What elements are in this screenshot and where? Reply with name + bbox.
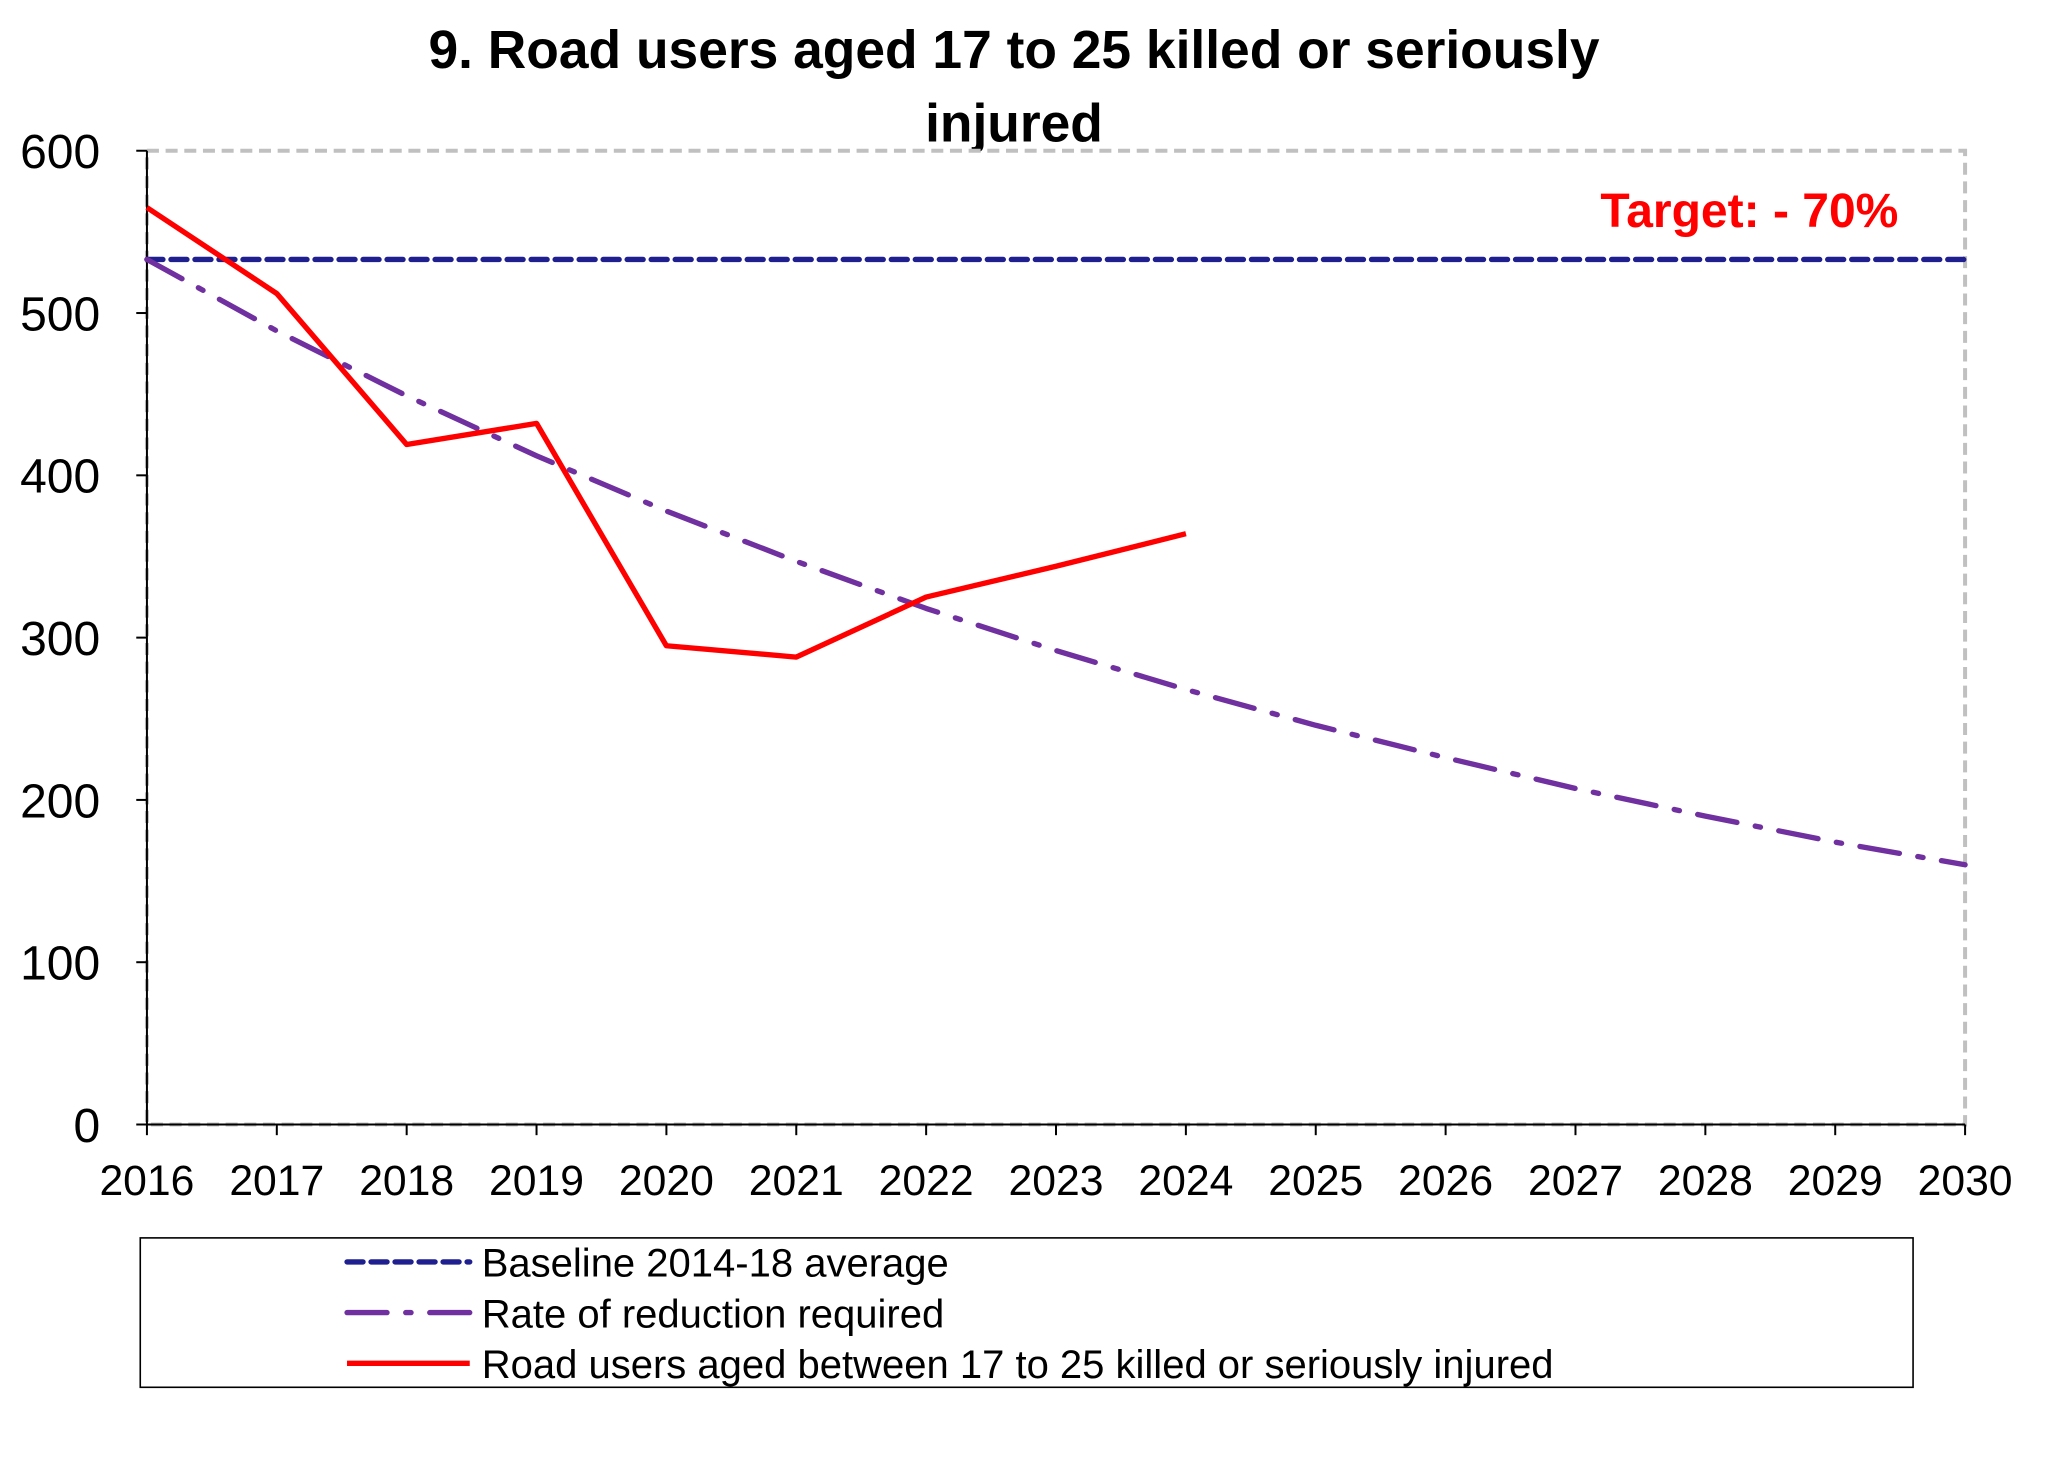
y-tick-label: 500 [20,288,100,341]
x-tick-label: 2029 [1788,1157,1883,1205]
chart-title-line2: injured [925,94,1103,153]
series-line-3 [145,205,1187,660]
x-tick-label: 2027 [1528,1157,1623,1205]
series-line-2 [144,256,1968,868]
x-tick-label: 2028 [1658,1157,1753,1205]
x-tick-label: 2018 [359,1157,454,1205]
chart-title-line1: 9. Road users aged 17 to 25 killed or se… [428,21,1599,80]
target-annotation: Target: - 70% [1600,185,1898,238]
x-tick-label: 2020 [619,1157,714,1205]
plot-frame [144,148,1968,1127]
x-tick-label: 2017 [229,1157,324,1205]
y-tick-label: 600 [20,126,100,179]
x-tick-label: 2025 [1268,1157,1363,1205]
y-tick-label: 300 [20,613,100,666]
y-tick-label: 100 [20,938,100,991]
x-tick-label: 2030 [1918,1157,2013,1205]
y-tick-label: 0 [74,1100,101,1153]
legend-label: Baseline 2014-18 average [482,1242,949,1286]
legend-label: Road users aged between 17 to 25 killed … [482,1343,1554,1387]
x-tick-label: 2023 [1009,1157,1104,1205]
x-tick-label: 2021 [749,1157,844,1205]
legend: Baseline 2014-18 average Rate of reductio… [139,1237,1914,1389]
y-tick-label: 400 [20,451,100,504]
y-tick-label: 200 [20,775,100,828]
x-tick-label: 2026 [1398,1157,1493,1205]
x-tick-label: 2019 [489,1157,584,1205]
x-tick-label: 2024 [1138,1157,1233,1205]
x-tick-label: 2016 [99,1157,194,1205]
x-tick-label: 2022 [879,1157,974,1205]
legend-label: Rate of reduction required [482,1292,945,1336]
